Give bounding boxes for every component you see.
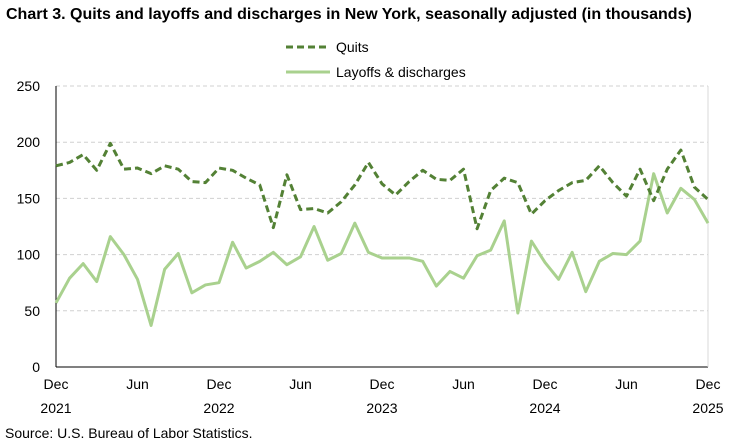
y-tick-label: 250 [17, 78, 41, 94]
source-note: Source: U.S. Bureau of Labor Statistics. [5, 425, 253, 441]
x-tick-label: Jun [289, 376, 312, 392]
series-line-quits [55, 141, 710, 231]
legend-label: Layoffs & discharges [336, 64, 466, 80]
x-tick-year: 2025 [692, 400, 723, 416]
x-tick-year: 2023 [366, 400, 397, 416]
y-tick-label: 150 [17, 190, 41, 206]
x-tick-label: Dec [696, 376, 721, 392]
x-tick-label: Jun [615, 376, 638, 392]
x-tick-year: 2021 [40, 400, 71, 416]
series-line-layoffs-discharges [54, 172, 710, 327]
legend-label: Quits [336, 39, 369, 55]
x-tick-label: Dec [44, 376, 69, 392]
x-tick-year: 2024 [529, 400, 560, 416]
y-tick-label: 100 [17, 247, 41, 263]
y-tick-label: 0 [32, 359, 40, 375]
chart-title: Chart 3. Quits and layoffs and discharge… [6, 6, 692, 23]
x-tick-year: 2022 [203, 400, 234, 416]
x-tick-label: Dec [370, 376, 395, 392]
x-tick-label: Jun [126, 376, 149, 392]
y-tick-label: 200 [17, 134, 41, 150]
x-tick-label: Dec [207, 376, 232, 392]
y-tick-label: 50 [24, 303, 40, 319]
x-tick-label: Jun [452, 376, 475, 392]
x-tick-label: Dec [533, 376, 558, 392]
